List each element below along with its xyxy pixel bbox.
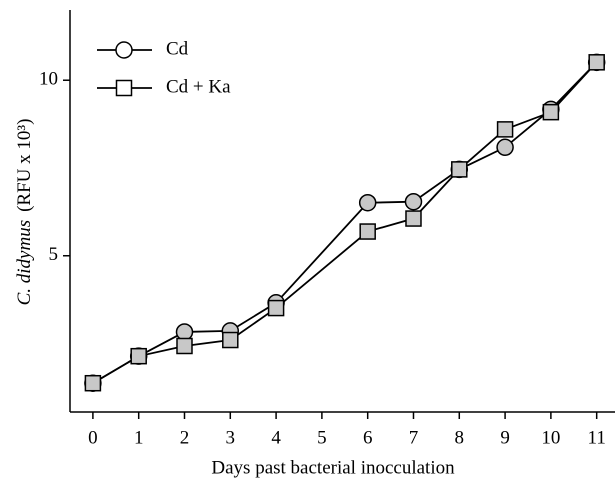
y-axis-title-italic: C. didymus <box>14 220 35 306</box>
marker <box>404 192 423 211</box>
x-tick-label: 4 <box>271 427 281 448</box>
x-tick-label: 9 <box>500 427 510 448</box>
marker <box>496 121 514 138</box>
marker <box>175 323 194 341</box>
series-line <box>92 61 598 384</box>
x-tick-label: 5 <box>317 427 327 448</box>
legend-label: Cd + Ka <box>166 76 231 97</box>
marker <box>451 161 468 178</box>
marker <box>405 210 422 227</box>
marker <box>358 193 377 212</box>
marker <box>359 223 376 240</box>
marker <box>542 103 560 121</box>
legend-label: Cd <box>166 38 189 59</box>
y-tick-label: 10 <box>39 69 58 90</box>
marker <box>222 331 239 349</box>
y-axis-title: C. didymus (RFU x 10³) <box>14 119 35 306</box>
y-tick-label: 5 <box>49 244 59 265</box>
marker <box>267 299 285 317</box>
x-tick-label: 0 <box>88 427 98 448</box>
marker <box>84 374 102 392</box>
x-tick-label: 10 <box>541 427 560 448</box>
legend-marker <box>115 41 133 59</box>
marker <box>588 54 605 71</box>
x-tick-label: 2 <box>180 427 190 448</box>
series-line <box>92 61 598 384</box>
marker <box>496 138 514 157</box>
x-axis-title: Days past bacterial inocculation <box>211 457 455 478</box>
marker <box>176 337 193 355</box>
x-tick-label: 3 <box>226 427 236 448</box>
legend-marker <box>115 79 133 97</box>
x-tick-label: 6 <box>363 427 373 448</box>
marker <box>130 347 147 365</box>
x-tick-label: 7 <box>409 427 419 448</box>
x-tick-label: 8 <box>455 427 465 448</box>
x-tick-label: 1 <box>134 427 144 448</box>
y-axis-title-unit: (RFU x 10³) <box>14 119 35 212</box>
x-tick-label: 11 <box>588 427 606 448</box>
